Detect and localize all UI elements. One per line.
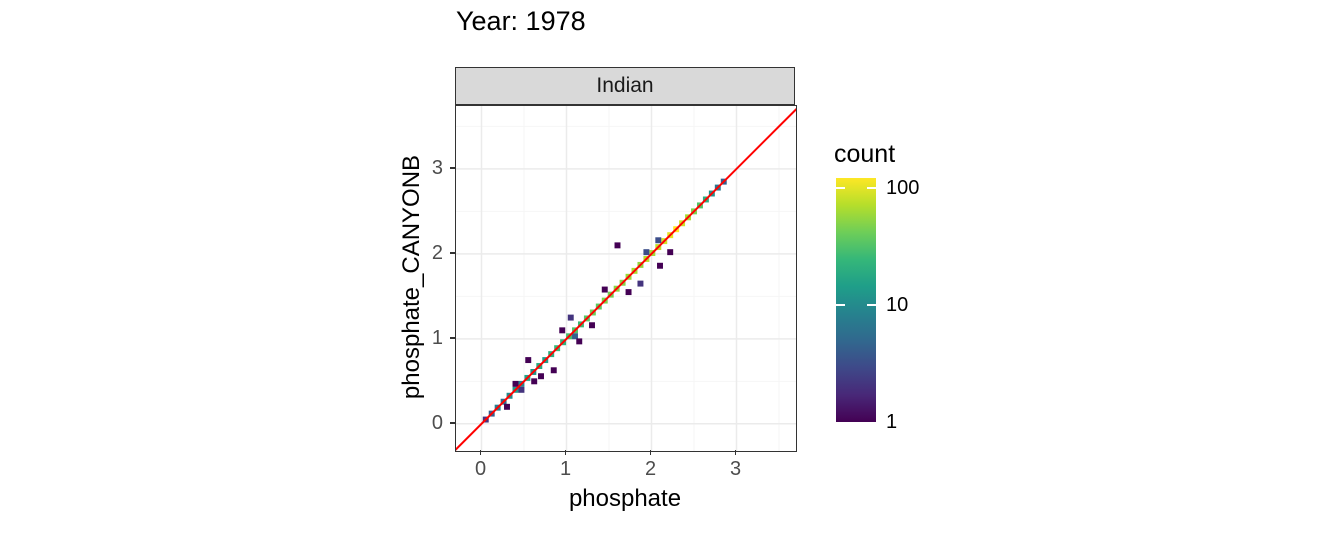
bin-point <box>589 322 595 329</box>
colorbar-tick <box>836 304 845 306</box>
y-tick-label: 3 <box>431 156 443 179</box>
facet-strip-label: Indian <box>596 74 654 97</box>
bin-point <box>559 327 566 334</box>
bin-point <box>504 403 510 410</box>
legend-colorbar <box>836 178 876 422</box>
plot-panel <box>455 105 797 452</box>
legend-tick-label: 100 <box>886 177 920 199</box>
bin-point <box>518 386 525 393</box>
x-tick-mark <box>734 450 737 455</box>
bin-point <box>655 237 662 244</box>
panel-canvas <box>456 106 796 451</box>
x-tick-mark <box>479 450 482 455</box>
bin-point <box>643 249 650 256</box>
identity-line <box>456 107 796 451</box>
y-tick-mark <box>450 337 455 339</box>
y-tick-mark <box>450 167 455 169</box>
y-axis-title: phosphate_CANYONB <box>398 154 425 400</box>
bin-point <box>531 378 538 385</box>
bin-point <box>637 280 644 287</box>
colorbar-tick <box>867 187 876 189</box>
y-tick-mark <box>450 252 455 254</box>
bin-point <box>567 314 574 321</box>
x-tick-label: 0 <box>474 458 487 480</box>
x-axis-title: phosphate <box>568 485 682 512</box>
bin-point <box>525 357 532 364</box>
x-tick-label: 2 <box>644 458 657 480</box>
bin-point <box>512 380 519 387</box>
y-tick-mark <box>450 422 455 424</box>
x-tick-mark <box>564 450 567 455</box>
bin-point <box>538 373 544 380</box>
x-tick-label: 3 <box>729 458 742 480</box>
y-tick-label: 0 <box>431 411 443 434</box>
colorbar-tick <box>836 187 845 189</box>
colorbar-tick <box>867 304 876 306</box>
bin-point <box>550 367 557 374</box>
legend-title: count <box>834 140 896 168</box>
legend-tick-label: 10 <box>886 294 909 316</box>
bin-point <box>572 333 578 340</box>
bin-point <box>601 286 608 293</box>
x-tick-label: 1 <box>559 458 572 480</box>
bin-point <box>576 338 583 345</box>
bin-point <box>657 262 663 269</box>
facet-strip: Indian <box>455 67 795 105</box>
bin-point <box>614 242 621 249</box>
legend-tick-label: 1 <box>886 411 898 433</box>
y-tick-label: 1 <box>431 326 443 349</box>
plot-title: Year: 1978 <box>456 6 586 36</box>
x-tick-mark <box>649 450 652 455</box>
y-tick-label: 2 <box>431 241 443 264</box>
bin-point <box>625 289 632 296</box>
bin-point <box>667 249 674 256</box>
